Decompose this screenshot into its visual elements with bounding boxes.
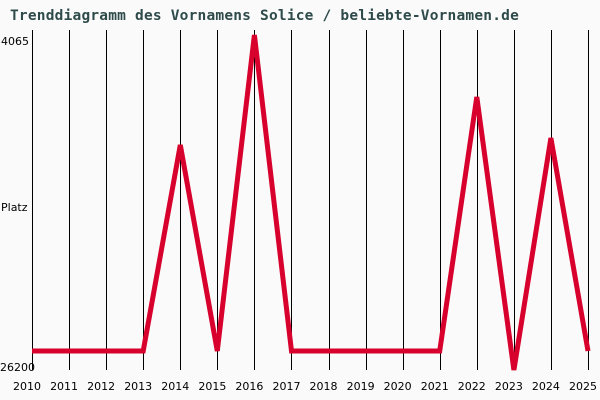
x-tick-label: 2018 — [309, 380, 338, 393]
x-tick-label: 2014 — [161, 380, 190, 393]
x-tick-label: 2015 — [198, 380, 227, 393]
trend-line — [32, 34, 591, 371]
x-tick-label: 2025 — [569, 380, 597, 393]
x-tick-label: 2013 — [124, 380, 153, 393]
x-tick-label: 2024 — [531, 380, 560, 393]
x-tick-label: 2010 — [13, 380, 41, 393]
x-tick-label: 2020 — [383, 380, 412, 393]
x-tick-label: 2016 — [235, 380, 264, 393]
x-tick-label: 2023 — [494, 380, 523, 393]
y-axis-bottom-label: 26200 — [0, 361, 35, 374]
y-axis-top-label: 4065 — [1, 35, 29, 48]
y-axis-title: Platz — [1, 201, 28, 214]
x-tick-label: 2011 — [50, 380, 79, 393]
x-tick-label: 2021 — [420, 380, 449, 393]
x-tick-label: 2019 — [346, 380, 375, 393]
x-tick-label: 2012 — [87, 380, 116, 393]
chart-title: Trenddiagramm des Vornamens Solice / bel… — [10, 8, 519, 24]
x-tick-label: 2017 — [272, 380, 301, 393]
x-tick-label: 2022 — [457, 380, 486, 393]
